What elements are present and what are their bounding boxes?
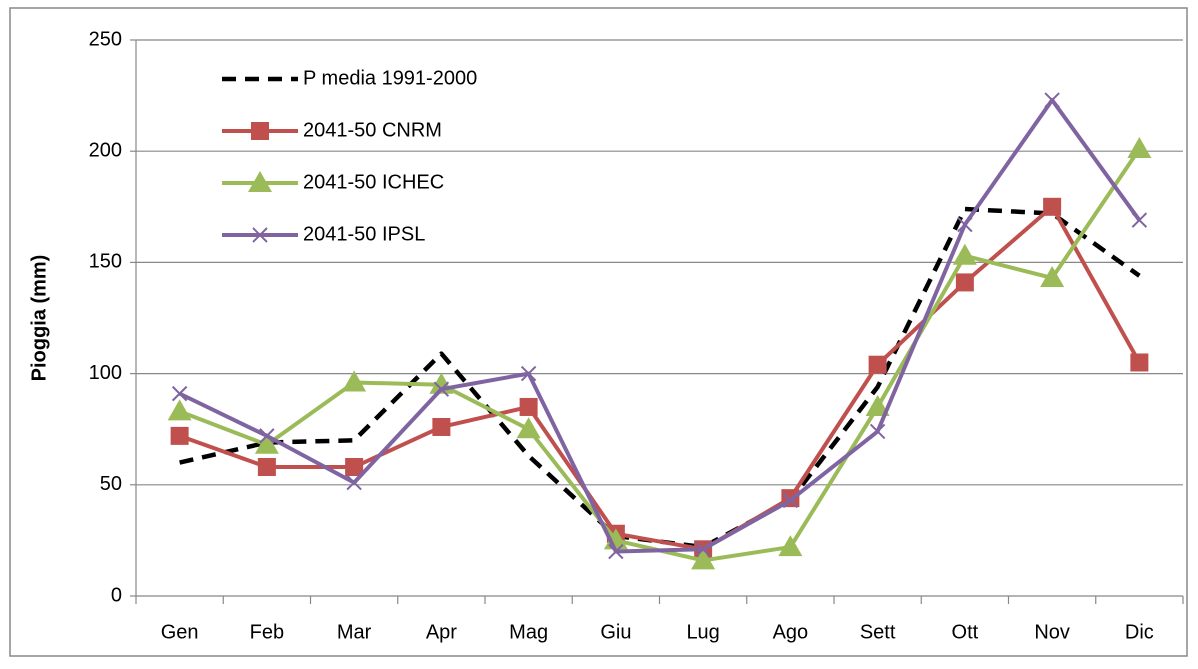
point-marker [865, 394, 890, 416]
legend-label: 2041-50 ICHEC [303, 171, 444, 193]
x-tick-label: Mar [337, 621, 372, 643]
point-marker [868, 355, 887, 374]
legend-label: 2041-50 CNRM [303, 119, 442, 141]
point-marker [171, 385, 188, 402]
y-tick-label: 100 [89, 362, 122, 384]
point-marker [608, 543, 624, 560]
legend-label: P media 1991-2000 [303, 67, 477, 89]
series-line [179, 206, 1141, 550]
point-marker [1044, 92, 1060, 108]
point-marker [259, 428, 275, 444]
point-marker [1040, 265, 1065, 287]
point-marker [1131, 212, 1148, 228]
series-line [178, 98, 1141, 554]
x-tick-label: Feb [250, 621, 284, 643]
x-tick-label: Ago [773, 621, 809, 643]
legend-label: 2041-50 IPSL [303, 223, 425, 245]
x-tick-label: Nov [1034, 621, 1070, 643]
point-marker [1130, 353, 1149, 372]
x-tick-label: Ott [952, 621, 979, 643]
point-marker [519, 397, 538, 416]
point-marker [952, 243, 977, 265]
legend-marker [252, 227, 268, 243]
y-tick-label: 0 [111, 584, 122, 606]
series-line [178, 204, 1142, 552]
point-marker [516, 417, 541, 439]
x-tick-label: Gen [161, 621, 199, 643]
y-tick-label: 50 [100, 473, 122, 495]
x-tick-label: Dic [1125, 621, 1154, 643]
point-marker [1043, 197, 1062, 216]
point-marker [257, 458, 276, 477]
legend-marker [248, 171, 272, 192]
chart-border [9, 7, 1188, 657]
point-marker [167, 399, 192, 421]
x-tick-label: Giu [600, 621, 631, 643]
point-marker [869, 423, 886, 440]
point-marker [782, 492, 799, 509]
point-marker [432, 417, 451, 436]
point-marker [342, 370, 367, 392]
point-marker [955, 273, 974, 292]
point-marker [170, 426, 189, 445]
y-tick-label: 250 [89, 28, 122, 50]
y-axis-label: Pioggia (mm) [28, 255, 50, 382]
legend-marker [251, 122, 269, 140]
x-tick-label: Sett [860, 621, 896, 643]
point-marker [695, 541, 711, 558]
point-marker [433, 381, 450, 397]
x-tick-label: Lug [686, 621, 719, 643]
point-marker [346, 474, 362, 491]
point-marker [1127, 136, 1152, 158]
point-marker [778, 535, 803, 557]
x-tick-label: Apr [426, 621, 457, 643]
point-marker [254, 432, 279, 454]
x-tick-label: Mag [509, 621, 548, 643]
y-tick-label: 150 [89, 251, 122, 273]
point-marker [691, 548, 716, 570]
point-marker [957, 216, 973, 233]
point-marker [345, 458, 364, 477]
point-marker [520, 365, 537, 382]
y-tick-label: 200 [89, 139, 122, 161]
